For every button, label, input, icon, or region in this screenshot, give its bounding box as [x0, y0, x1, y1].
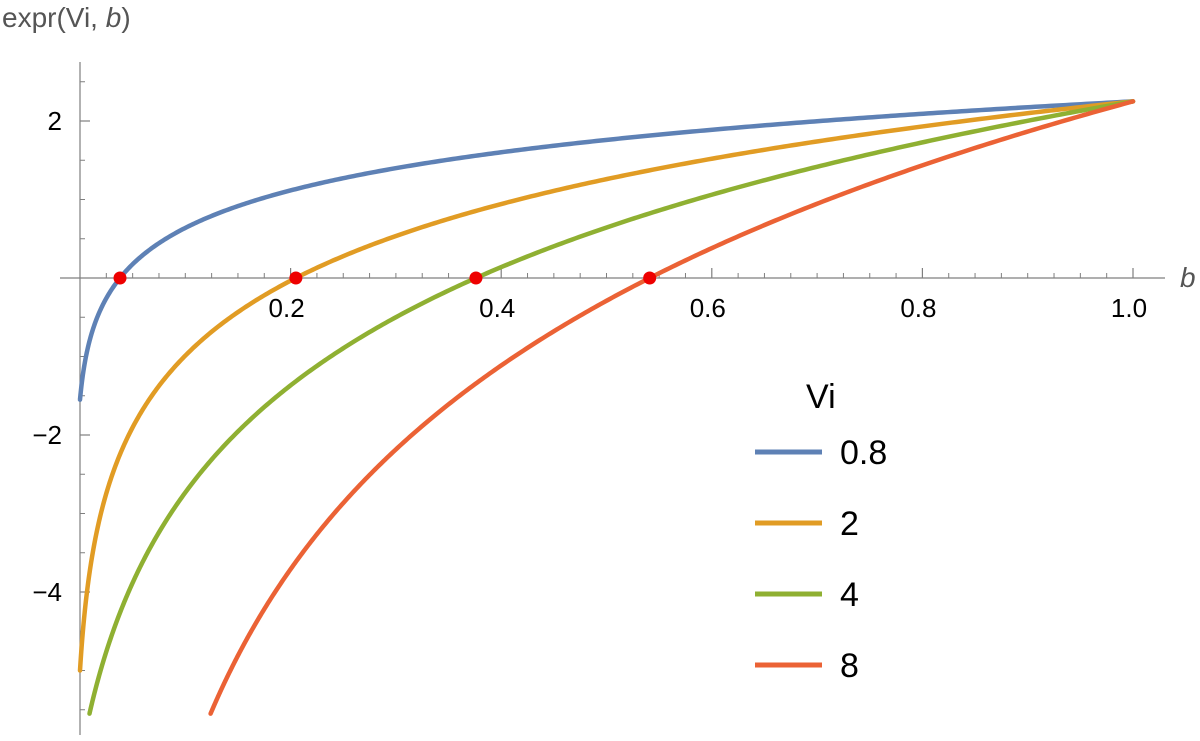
y-axis-label-prefix: expr(Vi, [2, 2, 106, 33]
legend-title: Vi [806, 378, 836, 416]
root-point-1 [289, 271, 303, 285]
root-point-3 [643, 271, 657, 285]
legend-label-1: 2 [840, 505, 859, 543]
legend-label-2: 4 [840, 576, 859, 614]
y-tick-label: 2 [48, 106, 62, 136]
y-tick-label: −4 [32, 577, 62, 607]
y-axis-label-suffix: ) [121, 2, 131, 33]
y-axis-label-var: b [105, 2, 122, 33]
x-axis-label: b [1180, 262, 1196, 293]
series-line-2 [87, 99, 1136, 716]
root-point-0 [113, 271, 127, 285]
x-tick-label: 0.8 [900, 293, 936, 323]
root-point-2 [469, 271, 483, 285]
x-tick-label: 0.4 [479, 293, 515, 323]
series-line-1 [77, 99, 1136, 673]
x-tick-label: 0.6 [690, 293, 726, 323]
series-line-0 [77, 99, 1136, 402]
series-line-3 [208, 99, 1136, 716]
y-axis-label: expr(Vi, b) [2, 2, 131, 34]
x-tick-label: 1.0 [1111, 293, 1147, 323]
legend-label-0: 0.8 [840, 434, 887, 472]
y-tick-label: −2 [32, 420, 62, 450]
legend-label-3: 8 [840, 647, 859, 685]
x-tick-label: 0.2 [269, 293, 305, 323]
